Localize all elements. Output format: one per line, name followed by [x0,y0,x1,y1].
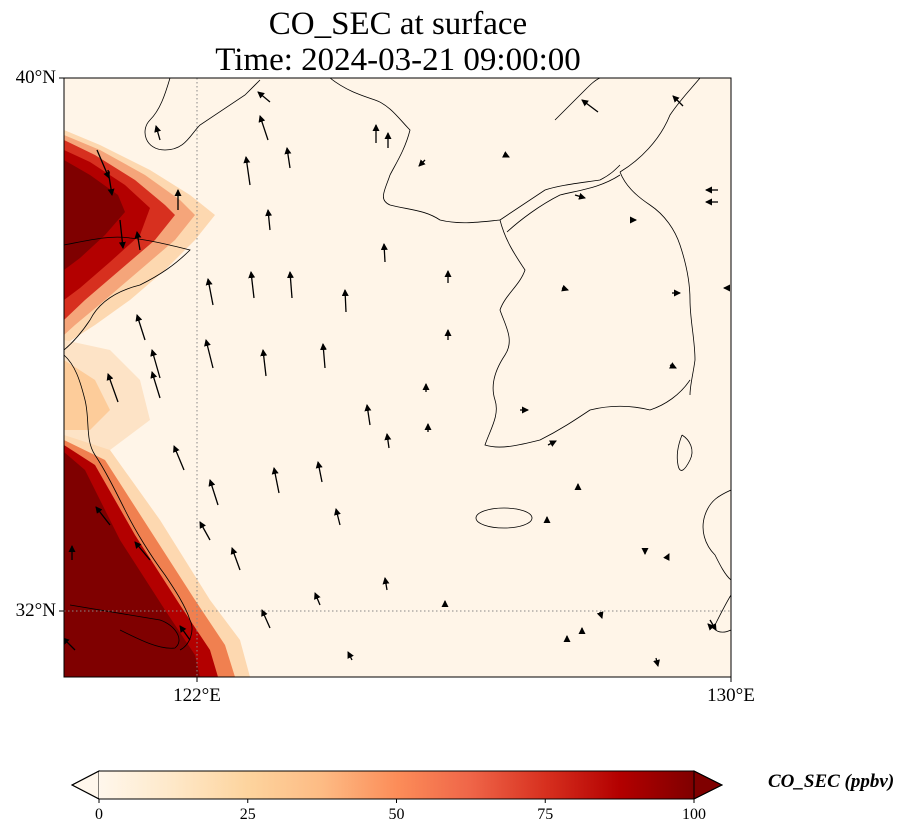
wind-arrow [135,314,146,341]
wind-arrow [261,609,271,629]
wind-arrow [663,553,670,561]
wind-arrow [107,169,115,196]
wind-vectors [64,91,730,667]
colorbar-tick-label: 25 [239,806,256,823]
wind-arrow [95,506,111,526]
wind-arrow [260,349,268,377]
wind-arrow [561,284,569,292]
wind-arrow [179,625,191,641]
colorbar-extend-min [70,770,100,800]
wind-arrow [205,278,214,306]
wind-arrow [150,349,161,379]
wind-arrow [653,657,660,667]
wind-arrow [199,521,211,541]
colorbar [70,770,724,803]
wind-arrow [284,147,292,169]
wind-arrow [334,508,341,526]
colorbar-tick-label: 100 [682,806,706,823]
lat-tick-label-32: 32°N [15,600,56,621]
wind-arrow [341,289,349,313]
wind-arrow [106,373,119,403]
wind-arrow [134,541,151,561]
wind-arrow [669,362,677,369]
wind-arrow [320,343,327,369]
wind-arrow [596,611,604,619]
plot-title: CO_SEC at surface [268,6,528,42]
wind-arrow [502,151,510,158]
wind-arrow [134,231,142,251]
wind-arrow [243,156,251,186]
colorbar-title: CO_SEC (ppbv) [768,771,895,792]
wind-arrow [64,637,76,651]
wind-arrow [382,577,390,591]
wind-arrow [150,371,161,399]
wind-arrow [314,592,321,606]
wind-arrow [173,445,185,471]
lat-tick-label-40: 40°N [15,67,56,88]
wind-arrow [707,623,715,631]
wind-arrow [257,91,271,103]
wind-arrow [347,651,354,661]
lon-tick-label-122: 122°E [173,685,221,706]
wind-arrow [547,440,557,447]
axis-ticks [59,77,732,682]
wind-arrow [271,467,280,494]
wind-arrow [315,461,323,483]
wind-arrow [154,125,162,141]
gridlines [64,78,731,677]
concentration-field [64,78,731,677]
wind-arrow [672,95,684,107]
wind-arrow [581,99,599,113]
colorbar-gradient [99,771,694,799]
wind-arrow [380,243,388,263]
wind-arrow [286,271,294,299]
colorbar-tick-label: 50 [388,806,405,823]
wind-arrow [265,209,273,231]
wind-arrow [418,159,426,167]
wind-arrow [118,219,126,249]
wind-arrow [384,433,392,449]
wind-arrow [258,115,269,141]
wind-arrow [96,149,110,179]
colorbar-tick-label: 75 [537,806,554,823]
map-frame [63,77,732,678]
plot-time: Time: 2024-03-21 09:00:00 [215,42,581,78]
wind-arrow [230,547,241,571]
colorbar-tick-label: 0 [95,806,103,823]
lon-tick-label-130: 130°E [707,685,755,706]
wind-arrow [364,404,372,426]
wind-arrow [204,339,214,369]
wind-arrow [248,271,256,299]
wind-arrow [208,479,219,506]
wind-arrow [574,192,586,200]
colorbar-extend-max [693,770,724,800]
